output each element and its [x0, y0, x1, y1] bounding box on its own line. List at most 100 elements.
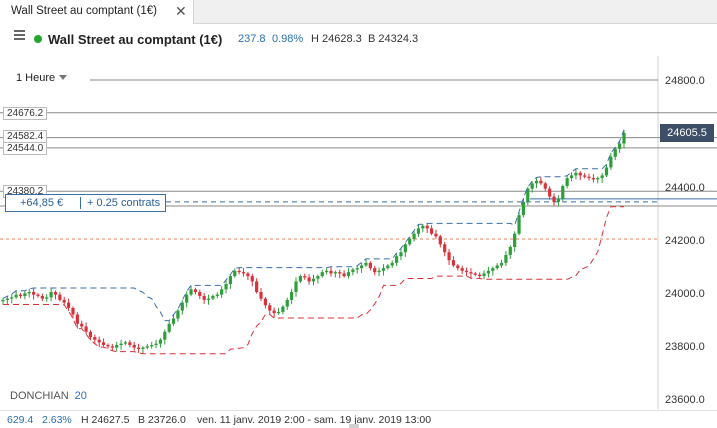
candle-body: [119, 343, 123, 345]
candle-body: [613, 148, 617, 157]
candle-body: [421, 225, 425, 229]
candle-body: [246, 273, 250, 277]
candle-body: [106, 345, 110, 347]
candle-body: [75, 314, 79, 324]
candle-body: [460, 268, 464, 271]
tab-wall-street[interactable]: Wall Street au comptant (1€) ✕: [0, 0, 194, 24]
level-label-24676[interactable]: 24676.2: [3, 107, 48, 120]
candle-body: [228, 276, 233, 285]
candle-body: [325, 270, 329, 273]
candle-body: [115, 345, 119, 348]
candle-body: [556, 199, 561, 202]
candle-body: [49, 292, 53, 298]
header-low: B 24324.3: [368, 33, 419, 45]
candle-body: [58, 294, 62, 300]
candle-body: [202, 295, 206, 300]
indicator-label[interactable]: DONCHIAN 20: [10, 390, 87, 402]
market-status-icon: [34, 35, 42, 43]
candle-body: [513, 233, 517, 247]
candle-body: [45, 297, 49, 299]
candle-body: [158, 339, 163, 344]
timeframe-selector[interactable]: 1 Heure: [16, 72, 68, 84]
candle-body: [93, 337, 97, 340]
y-tick-label: 24000.0: [665, 288, 705, 300]
candle-body: [329, 270, 333, 274]
candle-body: [32, 292, 36, 295]
timeframe-label: 1 Heure: [16, 72, 56, 84]
candle-body: [596, 178, 600, 180]
candle-body: [1, 299, 5, 302]
candle-body: [539, 180, 543, 184]
close-icon[interactable]: ✕: [175, 3, 187, 19]
candle-body: [399, 252, 403, 257]
candle-body: [530, 183, 534, 189]
candle-body: [224, 284, 228, 290]
candle-body: [604, 167, 609, 176]
candle-body: [591, 178, 595, 180]
candle-body: [600, 175, 604, 179]
candle-body: [469, 272, 473, 274]
candle-body: [163, 331, 167, 340]
current-price-tag: 24605.5: [660, 124, 714, 142]
candle-body: [40, 295, 44, 299]
candle-body: [220, 289, 224, 295]
candle-body: [276, 311, 281, 314]
candle-body: [290, 292, 294, 300]
candle-body: [377, 270, 381, 273]
candle-body: [504, 254, 508, 263]
candle-body: [311, 278, 316, 282]
candle-body: [534, 180, 539, 184]
candle-body: [36, 294, 40, 296]
scroll-handle[interactable]: [349, 424, 359, 428]
instrument-header: Wall Street au comptant (1€) 237.8 0.98%…: [0, 25, 717, 55]
candle-body: [368, 262, 372, 269]
tab-bar: Wall Street au comptant (1€) ✕: [0, 0, 717, 24]
candle-body: [552, 196, 556, 202]
level-label-24544[interactable]: 24544.0: [3, 142, 48, 155]
candle-body: [464, 270, 469, 273]
candle-body: [10, 297, 14, 299]
candle-body: [451, 260, 456, 266]
candle-body: [193, 289, 198, 292]
candle-body: [53, 292, 58, 295]
candle-body: [206, 298, 211, 300]
candle-body: [478, 274, 482, 277]
candle-body: [574, 172, 578, 176]
footer-change-pct: 2.63%: [42, 414, 72, 426]
candle-body: [132, 345, 136, 348]
candle-body: [342, 273, 346, 277]
price-chart[interactable]: [0, 56, 717, 409]
candle-body: [198, 292, 202, 296]
candle-body: [521, 201, 526, 216]
y-tick-label: 24200.0: [665, 235, 705, 247]
candle-body: [364, 262, 368, 266]
candle-body: [517, 215, 521, 234]
tab-label: Wall Street au comptant (1€): [11, 5, 157, 17]
candle-body: [141, 347, 145, 349]
candle-body: [176, 310, 180, 319]
candle-body: [303, 276, 307, 278]
candle-body: [320, 272, 324, 277]
candle-body: [294, 281, 298, 292]
candle-body: [565, 178, 569, 186]
candle-body: [618, 143, 622, 149]
candle-body: [128, 342, 132, 345]
position-box[interactable]: +64,85 € + 0.25 contrats: [5, 194, 166, 212]
candle-body: [272, 310, 276, 314]
candle-body: [338, 272, 342, 274]
y-tick-label: 24800.0: [665, 75, 705, 87]
candle-body: [346, 272, 351, 277]
candle-body: [403, 244, 407, 253]
candle-body: [360, 265, 364, 269]
candle-body: [97, 339, 101, 343]
candle-body: [123, 342, 128, 344]
candle-body: [508, 246, 512, 255]
menu-icon[interactable]: [14, 30, 25, 40]
candle-body: [71, 307, 75, 315]
instrument-title: Wall Street au comptant (1€): [48, 32, 223, 47]
donchian-upper-line: [2, 129, 625, 322]
candle-body: [316, 276, 320, 279]
footer-bar: 629.4 2.63% H 24627.5 B 23726.0 ven. 11 …: [0, 410, 717, 428]
candle-body: [281, 306, 285, 312]
candle-body: [583, 175, 587, 177]
